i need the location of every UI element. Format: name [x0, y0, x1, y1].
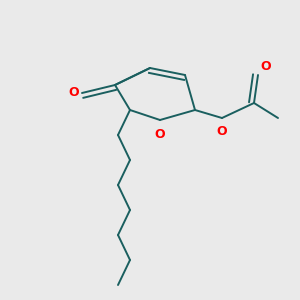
Text: O: O [260, 60, 271, 73]
Text: O: O [217, 125, 227, 138]
Text: O: O [68, 86, 79, 100]
Text: O: O [155, 128, 165, 141]
